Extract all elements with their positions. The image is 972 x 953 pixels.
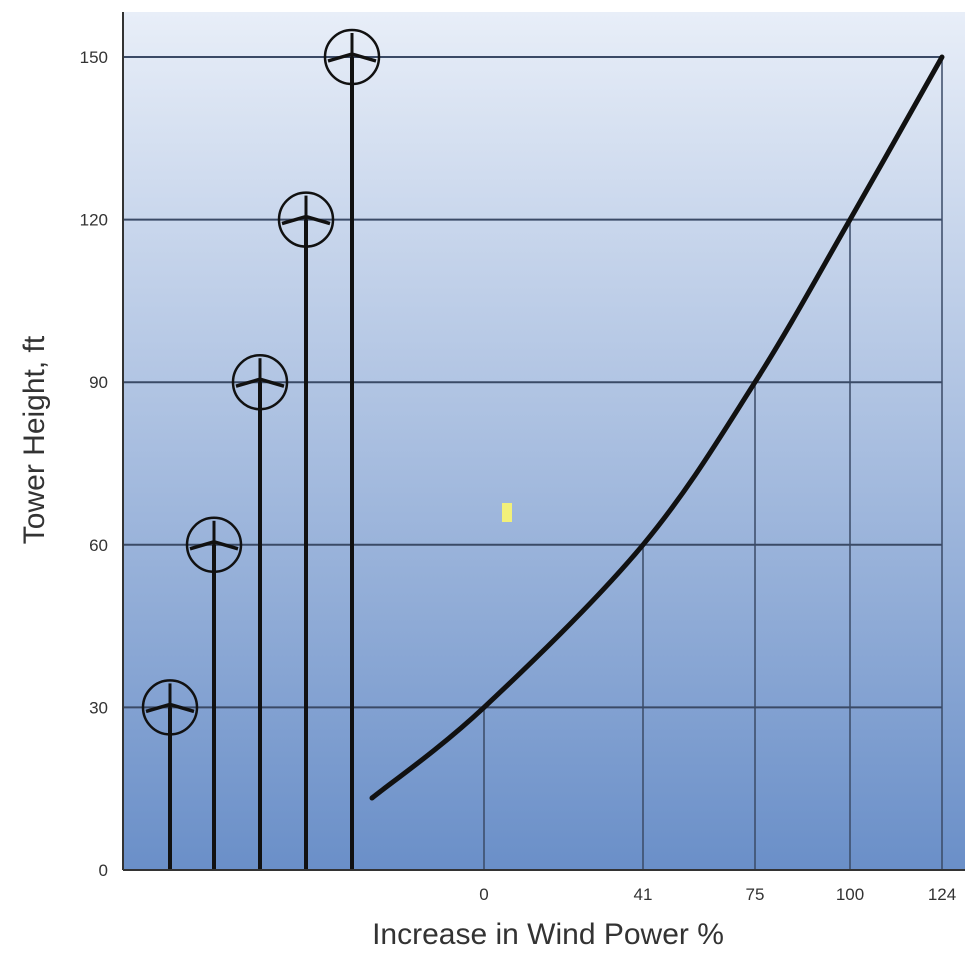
tower-layer bbox=[141, 28, 381, 870]
y-tick-label-60: 60 bbox=[89, 536, 108, 555]
plot-background bbox=[123, 12, 965, 870]
y-tick-label-0: 0 bbox=[99, 861, 108, 880]
x-tick-label-0: 0 bbox=[479, 885, 488, 904]
y-tick-label-150: 150 bbox=[80, 48, 108, 67]
x-tick-label-100: 100 bbox=[836, 885, 864, 904]
x-tick-labels: 0 41 75 100 124 bbox=[479, 885, 956, 904]
y-tick-label-90: 90 bbox=[89, 373, 108, 392]
turbine-rotor-circle-30 bbox=[141, 679, 199, 736]
y-tick-label-30: 30 bbox=[89, 698, 108, 717]
turbine-rotor-circle-150 bbox=[323, 28, 381, 86]
dropline-layer bbox=[483, 57, 943, 870]
y-tick-labels: 0 30 60 90 120 150 bbox=[80, 48, 108, 880]
curve-layer bbox=[369, 54, 945, 801]
y-tick-label-120: 120 bbox=[80, 211, 108, 230]
x-tick-label-75: 75 bbox=[746, 885, 765, 904]
y-axis-title: Tower Height, ft bbox=[18, 335, 51, 544]
x-tick-label-124: 124 bbox=[928, 885, 956, 904]
x-tick-label-41: 41 bbox=[634, 885, 653, 904]
series-line bbox=[369, 54, 945, 801]
turbine-rotor-circle-120 bbox=[277, 191, 335, 248]
x-axis-title: Increase in Wind Power % bbox=[372, 918, 724, 951]
turbine-rotor-circle-60 bbox=[185, 516, 243, 574]
turbine-rotor-circle-90 bbox=[231, 353, 289, 411]
cursor-highlight-marker bbox=[502, 503, 512, 522]
